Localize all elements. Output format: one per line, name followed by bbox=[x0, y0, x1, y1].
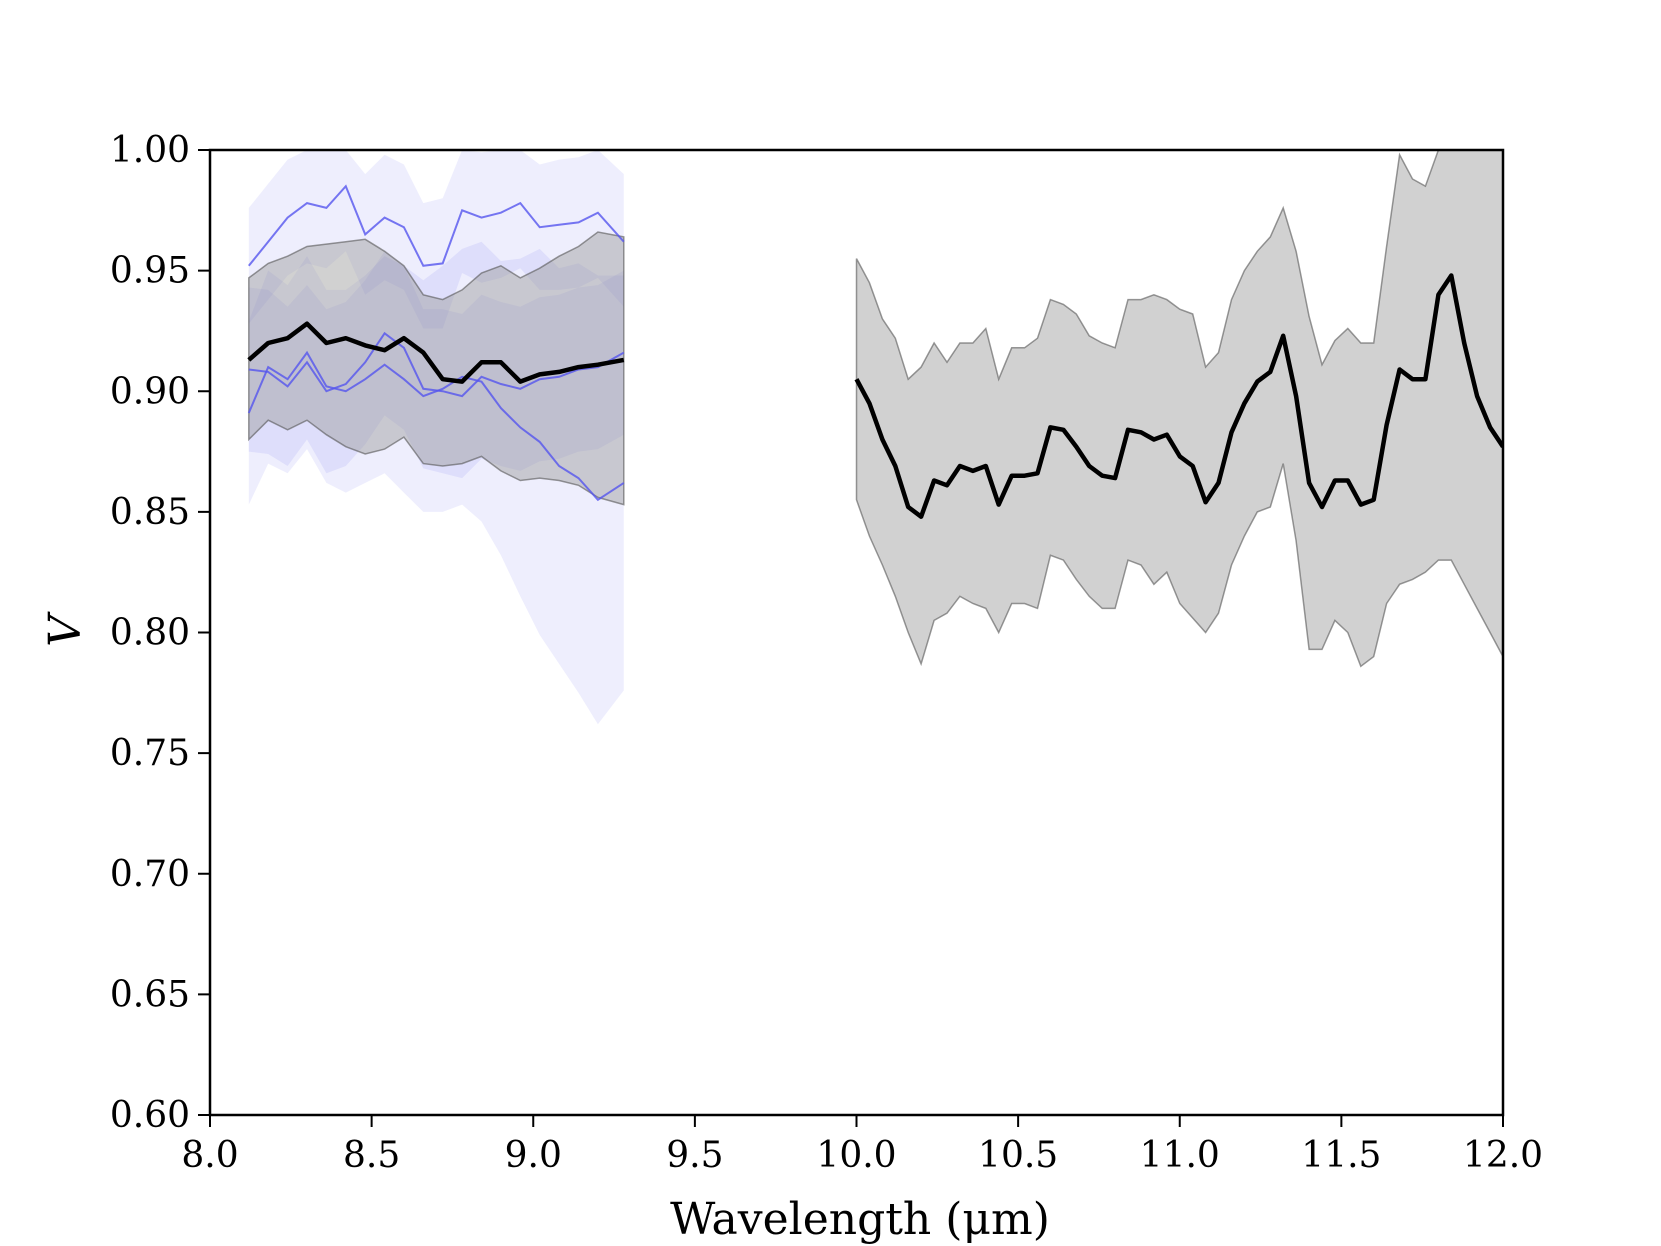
x-tick-label-1: 8.5 bbox=[343, 1135, 400, 1176]
y-axis-label: V bbox=[40, 611, 91, 647]
x-tick-label-2: 9.0 bbox=[505, 1135, 562, 1176]
x-axis-label: Wavelength (μm) bbox=[670, 1194, 1050, 1245]
x-tick-label-6: 11.0 bbox=[1140, 1135, 1220, 1176]
y-tick-label-2: 0.70 bbox=[110, 854, 190, 895]
mean-band-1 bbox=[855, 150, 1503, 668]
y-tick-label-6: 0.90 bbox=[110, 371, 190, 412]
x-axis: 8.0 8.5 9.0 9.5 10.0 10.5 11.0 11.5 12.0 bbox=[181, 1115, 1543, 1176]
y-tick-label-3: 0.75 bbox=[110, 733, 190, 774]
individual-band-0-0 bbox=[248, 150, 624, 329]
x-tick-label-8: 12.0 bbox=[1463, 1135, 1543, 1176]
mean-line-0 bbox=[247, 321, 625, 384]
data-layer bbox=[247, 150, 1503, 725]
individual-band-0-2 bbox=[248, 241, 624, 725]
y-tick-label-1: 0.65 bbox=[110, 974, 190, 1015]
y-tick-label-0: 0.60 bbox=[110, 1095, 190, 1136]
y-tick-label-7: 0.95 bbox=[110, 251, 190, 292]
individual-line-0-0 bbox=[248, 184, 625, 267]
x-tick-label-7: 11.5 bbox=[1301, 1135, 1381, 1176]
x-tick-label-3: 9.5 bbox=[666, 1135, 723, 1176]
x-tick-label-4: 10.0 bbox=[816, 1135, 896, 1176]
y-tick-label-8: 1.00 bbox=[110, 130, 190, 171]
individual-band-0-1 bbox=[248, 251, 624, 479]
y-tick-label-5: 0.85 bbox=[110, 492, 190, 533]
individual-line-0-2 bbox=[247, 350, 625, 502]
individual-line-0-1 bbox=[248, 331, 625, 398]
x-tick-label-5: 10.5 bbox=[978, 1135, 1058, 1176]
y-tick-label-4: 0.80 bbox=[110, 613, 190, 654]
x-tick-label-0: 8.0 bbox=[181, 1135, 238, 1176]
plot-area bbox=[247, 150, 1503, 725]
y-axis: 0.60 0.65 0.70 0.75 0.80 0.85 0.90 0.95 1.00 bbox=[110, 130, 210, 1136]
mean-line-1 bbox=[854, 273, 1503, 519]
